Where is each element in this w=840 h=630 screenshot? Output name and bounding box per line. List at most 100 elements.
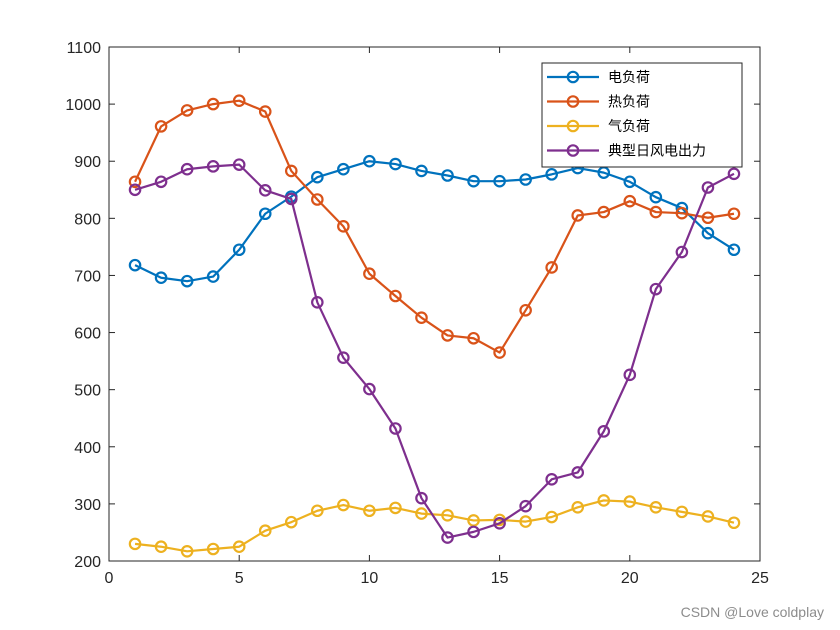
data-point <box>154 120 168 133</box>
series-4 <box>128 158 741 544</box>
data-point <box>597 205 611 219</box>
y-tick-label: 800 <box>74 211 101 228</box>
series-3 <box>128 494 741 558</box>
data-point <box>415 164 428 178</box>
data-point <box>441 329 454 342</box>
data-point <box>701 181 715 194</box>
data-point <box>258 524 272 538</box>
data-point <box>519 515 532 528</box>
data-point <box>232 158 246 171</box>
data-point <box>337 220 350 233</box>
data-point <box>389 422 402 435</box>
data-point <box>415 311 428 325</box>
series-2 <box>128 94 741 359</box>
data-point <box>493 517 506 530</box>
data-point <box>363 154 376 168</box>
y-tick-label: 1000 <box>65 97 101 114</box>
data-point <box>415 507 428 520</box>
data-point <box>337 498 350 512</box>
data-point <box>623 194 637 208</box>
data-point <box>154 175 168 189</box>
data-point <box>649 501 663 514</box>
legend-label: 热负荷 <box>608 95 650 111</box>
data-point <box>180 544 194 558</box>
data-point <box>467 174 480 188</box>
data-point <box>519 499 532 513</box>
legend-marker <box>566 119 580 133</box>
data-point <box>311 170 324 184</box>
legend-item: 电负荷 <box>547 70 650 86</box>
data-point <box>180 104 194 117</box>
data-point <box>727 516 741 530</box>
y-tick-label: 600 <box>74 326 101 343</box>
data-point <box>493 346 506 359</box>
data-point <box>363 382 376 396</box>
data-point <box>389 289 402 303</box>
data-point <box>467 525 480 539</box>
data-point <box>519 303 532 317</box>
data-point <box>415 491 428 505</box>
data-point <box>675 245 689 259</box>
watermark: CSDN @Love coldplay <box>680 604 824 620</box>
data-point <box>701 226 715 240</box>
legend-label: 气负荷 <box>608 119 650 135</box>
data-point <box>128 537 142 551</box>
data-point <box>154 271 168 285</box>
legend-marker <box>566 95 580 108</box>
data-point <box>675 505 689 519</box>
data-point <box>545 473 558 486</box>
data-point <box>649 190 663 204</box>
axes-box <box>108 46 761 562</box>
data-point <box>597 494 611 507</box>
data-point <box>441 531 454 544</box>
y-tick-label: 900 <box>74 154 101 171</box>
data-point <box>232 243 246 257</box>
legend-label: 电负荷 <box>608 70 650 86</box>
data-point <box>701 510 715 523</box>
y-tick-label: 300 <box>74 497 101 514</box>
data-point <box>727 243 741 257</box>
data-point <box>571 466 585 479</box>
data-point <box>727 207 741 221</box>
x-tick-label: 15 <box>491 570 509 587</box>
data-point <box>623 175 637 189</box>
data-point <box>649 282 663 296</box>
data-point <box>571 209 585 222</box>
data-point <box>284 192 298 206</box>
data-point <box>623 495 637 508</box>
data-point <box>571 501 585 514</box>
data-point <box>727 167 741 181</box>
data-point <box>363 267 376 281</box>
data-point <box>337 351 350 364</box>
legend-marker <box>566 70 580 84</box>
y-tick-label: 700 <box>74 268 101 285</box>
series-layer <box>128 94 741 558</box>
axes-layer: 0 5 10 15 20 25 200 300 400 500 600 700 800 900 1000 11… <box>65 40 769 587</box>
data-point <box>675 206 689 220</box>
legend-marker <box>566 144 580 157</box>
data-point <box>493 174 506 188</box>
x-tick-label: 25 <box>751 570 769 587</box>
legend-item: 典型日风电出力 <box>547 144 706 160</box>
data-point <box>128 183 142 197</box>
data-point <box>649 205 663 219</box>
data-point <box>180 274 194 288</box>
data-point <box>441 169 454 182</box>
data-point <box>467 331 480 345</box>
data-point <box>311 504 324 518</box>
x-tick-label: 20 <box>621 570 639 587</box>
data-point <box>258 105 272 118</box>
data-point <box>206 542 220 556</box>
data-point <box>180 162 194 176</box>
data-point <box>545 261 558 274</box>
y-tick-label: 400 <box>74 440 101 457</box>
data-point <box>232 540 246 554</box>
data-point <box>701 211 715 225</box>
legend-item: 气负荷 <box>547 119 650 135</box>
data-point <box>337 162 350 176</box>
x-tick-label: 5 <box>235 570 244 587</box>
data-point <box>597 425 611 438</box>
data-point <box>206 160 220 173</box>
